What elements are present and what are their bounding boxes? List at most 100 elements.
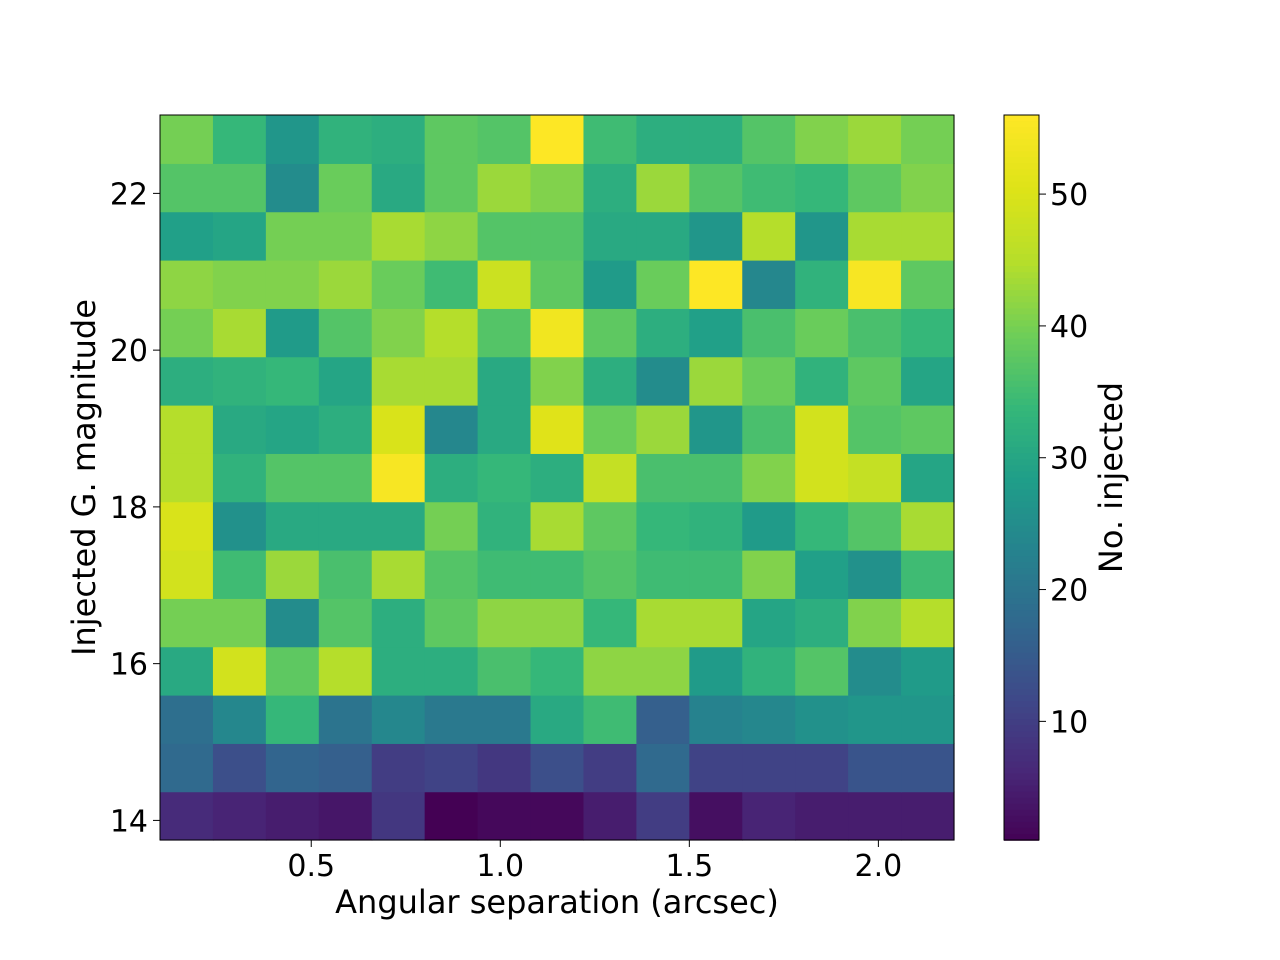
heatmap-cell (689, 501, 743, 551)
colorbar-segment (1004, 133, 1039, 140)
colorbar (1004, 115, 1039, 841)
heatmap-cell (318, 550, 373, 599)
heatmap-cell (477, 260, 532, 309)
colorbar-segment (1004, 604, 1039, 612)
colorbar-segment (1004, 827, 1039, 835)
heatmap-cell (160, 791, 214, 841)
colorbar-segment (1004, 465, 1039, 473)
heatmap-cell (477, 211, 532, 261)
colorbar-segment (1004, 719, 1039, 727)
heatmap-cell (636, 260, 690, 309)
heatmap-cell (371, 405, 426, 454)
heatmap-cell (848, 453, 902, 503)
heatmap-cell (212, 646, 267, 696)
heatmap-cell (901, 646, 955, 696)
heatmap-cell (371, 163, 426, 213)
heatmap-cell (318, 646, 373, 696)
colorbar-segment (1004, 797, 1039, 805)
heatmap-cell (318, 743, 373, 793)
colorbar-segment (1004, 302, 1039, 310)
colorbar-segment (1004, 809, 1039, 817)
heatmap-cell (477, 405, 532, 454)
colorbar-segment (1004, 247, 1039, 255)
heatmap-cell (212, 211, 267, 261)
heatmap-cell (212, 598, 267, 648)
colorbar-segment (1004, 701, 1039, 708)
colorbar-segment (1004, 441, 1039, 449)
colorbar-segment (1004, 471, 1039, 479)
heatmap-cell (424, 695, 479, 744)
y-tick-label: 22 (110, 177, 148, 212)
colorbar-segment (1004, 628, 1039, 636)
heatmap-cell (848, 501, 902, 551)
colorbar-segment (1004, 374, 1039, 382)
heatmap-cell (583, 163, 637, 213)
colorbar-segment (1004, 296, 1039, 304)
heatmap-cell (530, 405, 585, 454)
colorbar-segment (1004, 550, 1039, 557)
colorbar-segment (1004, 592, 1039, 600)
colorbar-segment (1004, 398, 1039, 406)
colorbar-segment (1004, 477, 1039, 485)
heatmap-cell (848, 115, 902, 164)
colorbar-segment (1004, 187, 1039, 195)
heatmap-cell (424, 405, 479, 454)
colorbar-segment (1004, 658, 1039, 666)
colorbar-segment (1004, 453, 1039, 461)
colorbar-segment (1004, 803, 1039, 811)
colorbar-segment (1004, 229, 1039, 237)
colorbar-segment (1004, 489, 1039, 497)
colorbar-segment (1004, 278, 1039, 285)
heatmap-cell (212, 163, 267, 213)
colorbar-segment (1004, 815, 1039, 823)
colorbar-segment (1004, 127, 1039, 134)
heatmap-cell (265, 791, 320, 841)
colorbar-segment (1004, 610, 1039, 618)
heatmap-cell (371, 308, 426, 358)
heatmap-cell (795, 550, 849, 599)
heatmap-cell (212, 453, 267, 503)
heatmap-cell (848, 356, 902, 406)
heatmap-cell (424, 598, 479, 648)
colorbar-segment (1004, 362, 1039, 370)
colorbar-frame (1003, 114, 1040, 841)
heatmap-cell (901, 211, 955, 261)
colorbar-segment (1004, 519, 1039, 527)
heatmap-cell (901, 260, 955, 309)
heatmap-cell (424, 646, 479, 696)
heatmap-cell (689, 211, 743, 261)
colorbar-segment (1004, 543, 1039, 551)
colorbar-segment (1004, 562, 1039, 569)
colorbar-segment (1004, 380, 1039, 388)
y-tick-label: 16 (110, 648, 148, 683)
heatmap-cell (424, 550, 479, 599)
colorbar-segment (1004, 121, 1039, 128)
heatmap-cell (424, 791, 479, 841)
heatmap-cell (636, 453, 690, 503)
heatmap-cell (583, 501, 637, 551)
heatmap-cell (795, 501, 849, 551)
x-axis-ticks: 0.5 1.0 1.5 2.0 (287, 840, 902, 884)
heatmap-cell (212, 356, 267, 406)
colorbar-segment (1004, 713, 1039, 720)
heatmap-cell (742, 501, 796, 551)
heatmap-cell (689, 550, 743, 599)
x-tick-label: 2.0 (855, 849, 903, 884)
heatmap-cell (265, 356, 320, 406)
heatmap-cell (848, 743, 902, 793)
colorbar-segment (1004, 217, 1039, 225)
heatmap-cell (848, 260, 902, 309)
colorbar-segment (1004, 537, 1039, 545)
x-tick-label: 0.5 (287, 849, 335, 884)
colorbar-segment (1004, 743, 1039, 751)
heatmap-cell (795, 695, 849, 744)
heatmap-cell (583, 308, 637, 358)
colorbar-segment (1004, 761, 1039, 769)
heatmap-cell (636, 115, 690, 164)
heatmap-cell (318, 356, 373, 406)
heatmap-cell (265, 695, 320, 744)
heatmap-cell (212, 115, 267, 164)
colorbar-segment (1004, 447, 1039, 455)
colorbar-segment (1004, 175, 1039, 183)
heatmap-cell (318, 260, 373, 309)
